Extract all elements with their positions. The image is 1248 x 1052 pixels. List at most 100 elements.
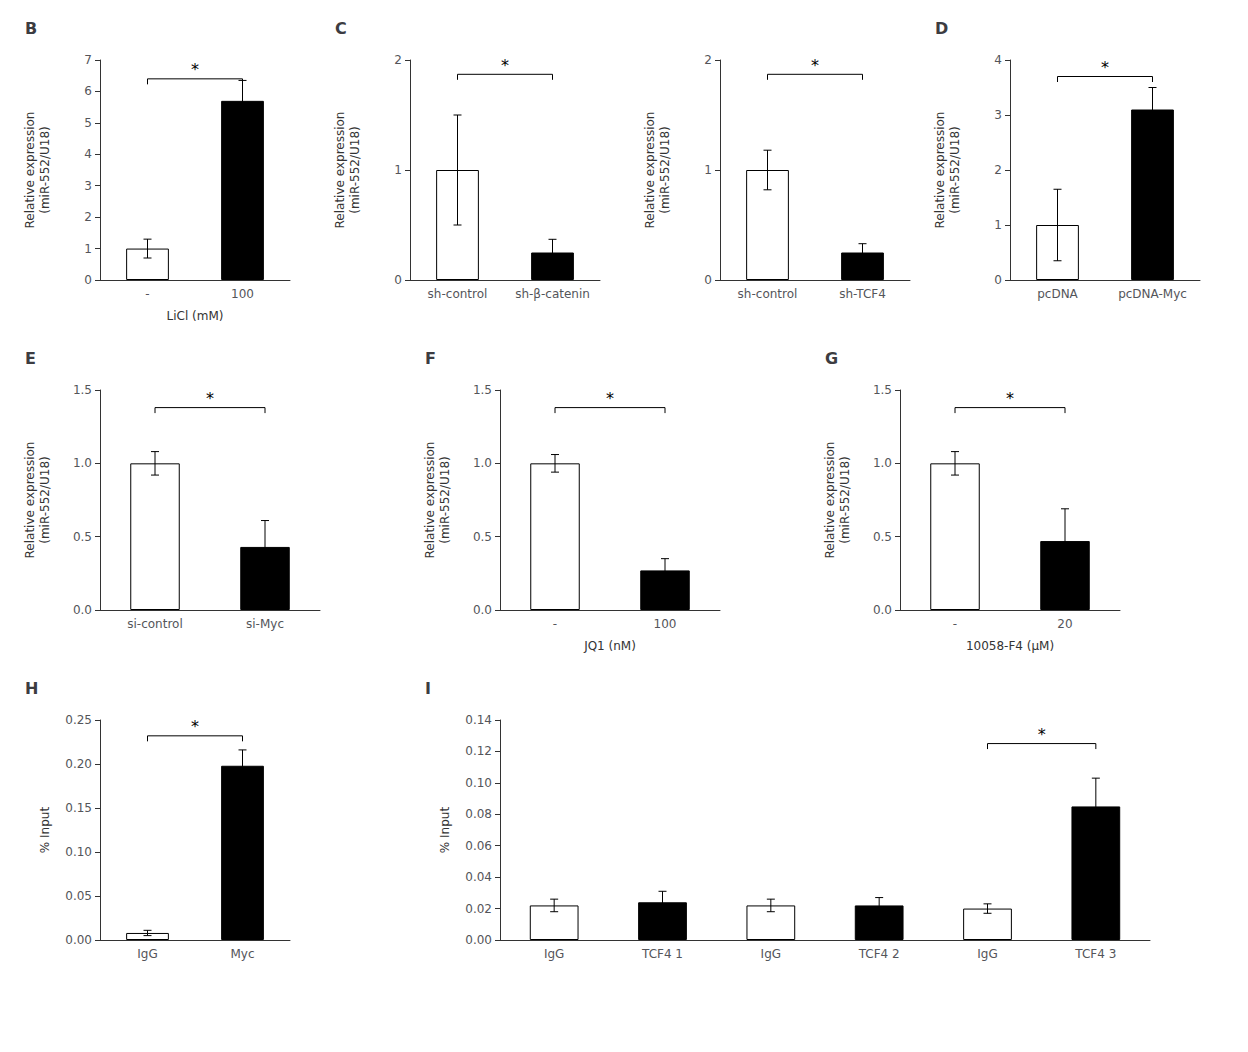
- svg-text:LiCl (mM): LiCl (mM): [167, 309, 224, 323]
- svg-text:(miR-552/U18): (miR-552/U18): [348, 126, 362, 214]
- svg-text:*: *: [191, 60, 199, 79]
- svg-text:IgG: IgG: [977, 947, 997, 961]
- svg-text:0.0: 0.0: [73, 603, 92, 617]
- svg-text:0: 0: [84, 273, 92, 287]
- svg-text:sh-TCF4: sh-TCF4: [839, 287, 886, 301]
- svg-text:B: B: [25, 19, 37, 38]
- svg-text:E: E: [25, 349, 36, 368]
- svg-text:6: 6: [84, 84, 92, 98]
- svg-text:TCF4 1: TCF4 1: [641, 947, 683, 961]
- svg-text:0.5: 0.5: [473, 530, 492, 544]
- svg-text:(miR-552/U18): (miR-552/U18): [658, 126, 672, 214]
- svg-text:JQ1 (nM): JQ1 (nM): [583, 639, 636, 653]
- svg-text:1: 1: [704, 163, 712, 177]
- svg-text:2: 2: [994, 163, 1002, 177]
- svg-text:0.10: 0.10: [465, 776, 492, 790]
- svg-text:4: 4: [84, 147, 92, 161]
- svg-text:0.20: 0.20: [65, 757, 92, 771]
- svg-text:TCF4 2: TCF4 2: [858, 947, 900, 961]
- svg-text:100: 100: [231, 287, 254, 301]
- svg-text:Relative expression: Relative expression: [933, 112, 947, 229]
- svg-text:0.06: 0.06: [465, 839, 492, 853]
- svg-text:Relative expression: Relative expression: [423, 442, 437, 559]
- svg-text:0.15: 0.15: [65, 801, 92, 815]
- svg-text:H: H: [25, 679, 38, 698]
- svg-text:D: D: [935, 19, 948, 38]
- svg-text:pcDNA-Myc: pcDNA-Myc: [1118, 287, 1187, 301]
- svg-text:(miR-552/U18): (miR-552/U18): [38, 126, 52, 214]
- svg-text:0.0: 0.0: [873, 603, 892, 617]
- svg-text:(miR-552/U18): (miR-552/U18): [438, 456, 452, 544]
- svg-text:0.14: 0.14: [465, 713, 492, 727]
- svg-text:(miR-552/U18): (miR-552/U18): [38, 456, 52, 544]
- svg-text:2: 2: [704, 53, 712, 67]
- svg-text:sh-control: sh-control: [738, 287, 798, 301]
- svg-text:Relative expression: Relative expression: [333, 112, 347, 229]
- svg-text:0.02: 0.02: [465, 902, 492, 916]
- svg-text:IgG: IgG: [761, 947, 781, 961]
- svg-text:-: -: [953, 617, 957, 631]
- svg-text:-: -: [553, 617, 557, 631]
- svg-text:2: 2: [84, 210, 92, 224]
- svg-text:4: 4: [994, 53, 1002, 67]
- svg-text:7: 7: [84, 53, 92, 67]
- svg-text:% Input: % Input: [38, 807, 52, 854]
- svg-text:C: C: [335, 19, 347, 38]
- svg-text:10058-F4 (μM): 10058-F4 (μM): [966, 639, 1054, 653]
- svg-text:1.0: 1.0: [73, 456, 92, 470]
- svg-text:20: 20: [1057, 617, 1072, 631]
- svg-text:0.00: 0.00: [465, 933, 492, 947]
- svg-text:Relative expression: Relative expression: [23, 112, 37, 229]
- svg-text:Relative expression: Relative expression: [643, 112, 657, 229]
- svg-text:F: F: [425, 349, 436, 368]
- svg-text:sh-control: sh-control: [428, 287, 488, 301]
- svg-text:1.0: 1.0: [473, 456, 492, 470]
- svg-text:*: *: [1038, 725, 1046, 744]
- svg-text:0.08: 0.08: [465, 807, 492, 821]
- svg-text:100: 100: [654, 617, 677, 631]
- svg-text:1.0: 1.0: [873, 456, 892, 470]
- svg-text:0.10: 0.10: [65, 845, 92, 859]
- svg-text:% Input: % Input: [438, 807, 452, 854]
- svg-text:1.5: 1.5: [873, 383, 892, 397]
- svg-text:1: 1: [84, 242, 92, 256]
- svg-text:0.05: 0.05: [65, 889, 92, 903]
- svg-text:2: 2: [394, 53, 402, 67]
- svg-text:*: *: [1101, 58, 1109, 77]
- svg-text:TCF4 3: TCF4 3: [1074, 947, 1116, 961]
- svg-text:1.5: 1.5: [73, 383, 92, 397]
- svg-text:0.25: 0.25: [65, 713, 92, 727]
- svg-text:*: *: [811, 56, 819, 75]
- svg-text:0.5: 0.5: [73, 530, 92, 544]
- svg-text:0: 0: [704, 273, 712, 287]
- svg-text:0.0: 0.0: [473, 603, 492, 617]
- svg-text:0.04: 0.04: [465, 870, 492, 884]
- svg-text:0: 0: [994, 273, 1002, 287]
- svg-text:IgG: IgG: [544, 947, 564, 961]
- svg-text:IgG: IgG: [137, 947, 157, 961]
- svg-text:(miR-552/U18): (miR-552/U18): [838, 456, 852, 544]
- svg-text:0.12: 0.12: [465, 744, 492, 758]
- svg-text:3: 3: [84, 179, 92, 193]
- svg-text:-: -: [145, 287, 149, 301]
- svg-text:3: 3: [994, 108, 1002, 122]
- svg-text:5: 5: [84, 116, 92, 130]
- svg-text:*: *: [501, 56, 509, 75]
- svg-text:*: *: [191, 717, 199, 736]
- svg-text:Relative expression: Relative expression: [823, 442, 837, 559]
- svg-text:G: G: [825, 349, 838, 368]
- svg-text:*: *: [1006, 389, 1014, 408]
- svg-text:Relative expression: Relative expression: [23, 442, 37, 559]
- svg-text:0: 0: [394, 273, 402, 287]
- svg-text:1.5: 1.5: [473, 383, 492, 397]
- svg-text:si-control: si-control: [127, 617, 183, 631]
- svg-text:0.5: 0.5: [873, 530, 892, 544]
- svg-text:pcDNA: pcDNA: [1037, 287, 1078, 301]
- svg-text:1: 1: [994, 218, 1002, 232]
- svg-text:*: *: [606, 389, 614, 408]
- svg-text:0.00: 0.00: [65, 933, 92, 947]
- svg-text:I: I: [425, 679, 431, 698]
- svg-text:(miR-552/U18): (miR-552/U18): [948, 126, 962, 214]
- svg-text:*: *: [206, 389, 214, 408]
- svg-text:sh-β-catenin: sh-β-catenin: [515, 287, 590, 301]
